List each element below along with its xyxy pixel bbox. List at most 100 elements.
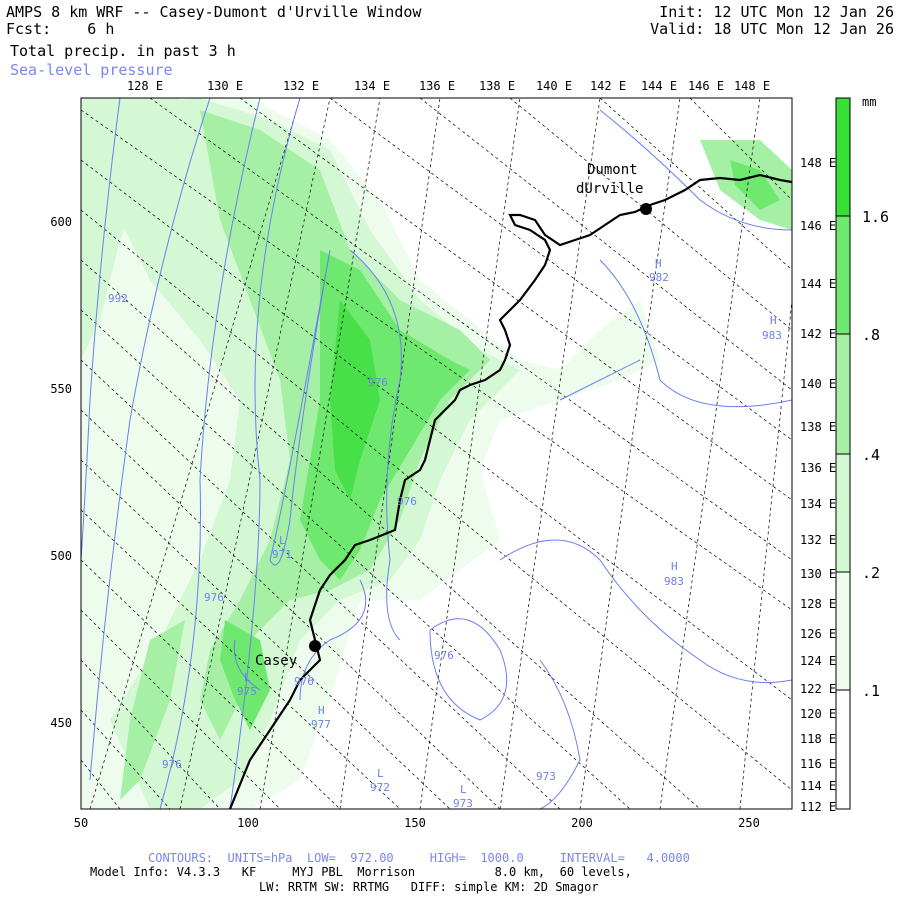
latlon-grid <box>81 98 792 809</box>
colorbar-swatch <box>836 572 850 690</box>
high-center-marker: H <box>671 560 678 573</box>
init-time: Init: 12 UTC Mon 12 Jan 26 <box>659 3 894 21</box>
y-axis: 600 550 500 450 <box>50 215 72 730</box>
high-center-value: 977 <box>311 718 331 731</box>
isobars <box>81 98 792 809</box>
top-lon-label: 130 E <box>207 79 243 93</box>
colorbar-label: .1 <box>862 682 880 700</box>
low-center-marker: L <box>460 783 467 796</box>
colorbar-swatch <box>836 98 850 216</box>
coastline <box>228 173 792 809</box>
right-lon-label: 132 E <box>800 533 836 547</box>
forecast-hour: Fcst: 6 h <box>6 21 114 38</box>
colorbar: mm 1.6 .8 .4 .2 .1 <box>835 95 889 810</box>
top-lon-label: 134 E <box>354 79 390 93</box>
forecast-value: 6 h <box>87 20 115 38</box>
station-dumont-durville: Dumont dUrville <box>576 162 652 215</box>
top-lon-label: 138 E <box>479 79 515 93</box>
station-casey: Casey <box>255 640 321 669</box>
contour-info: CONTOURS: UNITS=hPa LOW= 972.00 HIGH= 10… <box>148 851 690 865</box>
right-lon-label: 148 E <box>800 156 836 170</box>
x-tick-label: 50 <box>74 816 88 830</box>
colorbar-label: 1.6 <box>862 208 889 226</box>
top-lon-label: 142 E <box>590 79 626 93</box>
map-title: AMPS 8 km WRF -- Casey-Dumont d'Urville … <box>6 3 422 21</box>
colorbar-label: .4 <box>862 446 880 464</box>
right-lon-label: 126 E <box>800 627 836 641</box>
high-center-marker: H <box>655 257 662 270</box>
top-lon-label: 144 E <box>641 79 677 93</box>
precip-east-core <box>730 160 780 210</box>
station-marker-icon <box>640 203 652 215</box>
right-lon-label: 128 E <box>800 597 836 611</box>
top-lon-label: 146 E <box>688 79 724 93</box>
right-lon-label: 112 E <box>800 800 836 814</box>
y-tick-label: 550 <box>50 382 72 396</box>
isobar-value: 992 <box>108 292 128 305</box>
field-name: Total precip. in past 3 h <box>10 42 236 60</box>
high-center-value: 983 <box>664 575 684 588</box>
colorbar-swatch <box>836 334 850 454</box>
right-lon-label: 144 E <box>800 277 836 291</box>
low-center-value: 972 <box>370 781 390 794</box>
right-lon-label: 116 E <box>800 757 836 771</box>
top-lon-label: 148 E <box>734 79 770 93</box>
x-axis: 50 100 150 200 250 <box>74 816 760 830</box>
x-tick-label: 150 <box>404 816 426 830</box>
isobar-value: 976 <box>204 591 224 604</box>
colorbar-label: .2 <box>862 564 880 582</box>
high-center-marker: H <box>318 704 325 717</box>
right-lon-label: 124 E <box>800 654 836 668</box>
low-center-marker: L <box>244 671 251 684</box>
colorbar-unit: mm <box>862 95 876 109</box>
low-center-marker: L <box>279 534 286 547</box>
top-longitude-axis: 128 E 130 E 132 E 134 E 136 E 138 E 140 … <box>127 79 770 93</box>
low-center-value: 971 <box>272 548 292 561</box>
model-info: Model Info: V4.3.3 KF MYJ PBL Morrison 8… <box>90 865 632 879</box>
valid-time: Valid: 18 UTC Mon 12 Jan 26 <box>650 20 894 38</box>
station-name: Dumont <box>587 162 638 178</box>
station-marker-icon <box>309 640 321 652</box>
colorbar-swatch <box>836 454 850 572</box>
right-lon-label: 136 E <box>800 461 836 475</box>
right-lon-label: 114 E <box>800 779 836 793</box>
forecast-label: Fcst: <box>6 20 52 38</box>
colorbar-swatch <box>836 216 850 334</box>
high-center-value: 982 <box>649 271 669 284</box>
right-lon-label: 138 E <box>800 420 836 434</box>
pressure-labels: 992 H 982 H 983 976 L 971 H 983 976 976 … <box>108 257 782 810</box>
right-lon-label: 134 E <box>800 497 836 511</box>
isobar-value: 976 <box>434 649 454 662</box>
right-lon-label: 118 E <box>800 732 836 746</box>
colorbar-swatch <box>836 690 850 809</box>
station-name: Casey <box>255 653 297 669</box>
y-tick-label: 600 <box>50 215 72 229</box>
precip-peak <box>330 300 380 500</box>
top-lon-label: 136 E <box>419 79 455 93</box>
y-tick-label: 450 <box>50 716 72 730</box>
y-tick-label: 500 <box>50 549 72 563</box>
right-lon-label: 130 E <box>800 567 836 581</box>
right-lon-label: 120 E <box>800 707 836 721</box>
right-lon-label: 140 E <box>800 377 836 391</box>
precip-nw <box>81 98 180 360</box>
precip-shading <box>81 98 792 809</box>
precip-casey <box>220 620 270 730</box>
low-center-marker: L <box>377 767 384 780</box>
low-center-value: 973 <box>453 797 473 810</box>
station-name-cont: dUrville <box>576 181 643 197</box>
precip-sw-bands <box>120 620 185 800</box>
physics-info: LW: RRTM SW: RRTMG DIFF: simple KM: 2D S… <box>259 880 599 894</box>
right-lon-label: 122 E <box>800 682 836 696</box>
high-center-marker: H <box>770 314 777 327</box>
isobar-value: 976 <box>162 758 182 771</box>
isobar-value: 976 <box>294 675 314 688</box>
top-lon-label: 140 E <box>536 79 572 93</box>
low-center-value: 975 <box>237 685 257 698</box>
x-tick-label: 250 <box>738 816 760 830</box>
colorbar-label: .8 <box>862 326 880 344</box>
isobar-value: 973 <box>536 770 556 783</box>
top-lon-label: 132 E <box>283 79 319 93</box>
top-lon-label: 128 E <box>127 79 163 93</box>
